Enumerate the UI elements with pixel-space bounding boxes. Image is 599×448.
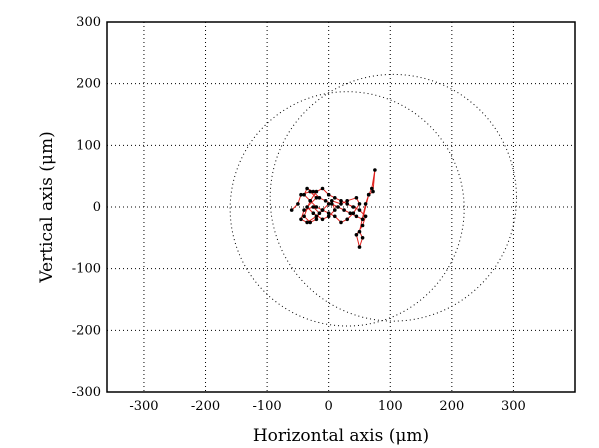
trajectory-point [373, 168, 377, 172]
trajectory-point [299, 217, 303, 222]
trajectory-point [314, 214, 319, 219]
y-tick-label: 200 [76, 77, 101, 92]
trajectory-point [305, 220, 309, 225]
trajectory-point [363, 202, 368, 206]
trajectory-point [311, 211, 316, 215]
trajectory-point [314, 205, 319, 209]
trajectory-point [311, 205, 316, 209]
trajectory-point [308, 189, 313, 194]
x-tick-label: 200 [439, 399, 464, 414]
trajectory-point [320, 186, 325, 191]
trajectory-point [305, 186, 309, 191]
trajectory-point [357, 245, 362, 249]
trajectory-point [345, 217, 350, 222]
trajectory-point [299, 192, 303, 197]
trajectory-point [317, 211, 322, 215]
trajectory-point [351, 205, 356, 209]
y-tick-label: 100 [76, 138, 101, 153]
trajectory-point [314, 196, 319, 200]
trajectory-point [354, 233, 359, 237]
trajectory-point [317, 196, 322, 200]
circles [229, 73, 517, 327]
trajectory-point [333, 196, 337, 200]
trajectory-point [308, 199, 313, 203]
y-tick-labels: -300 -200 -100 0 100 200 300 [72, 15, 101, 400]
trajectory-point [311, 189, 316, 194]
trajectory-point [363, 214, 368, 219]
y-tick-label: 300 [76, 15, 101, 30]
trajectory-point [302, 208, 306, 212]
trajectory-point [371, 189, 375, 194]
trajectory-point [326, 211, 331, 215]
trajectory-point [305, 205, 309, 209]
y-tick-label: -100 [72, 262, 101, 277]
trajectory-point [354, 214, 359, 219]
grid [107, 22, 575, 392]
trajectory-point [370, 186, 374, 191]
boundary-circle [229, 91, 465, 327]
trajectory-point [360, 236, 365, 240]
trajectory-point [366, 192, 371, 197]
trajectory-point [326, 192, 331, 197]
trajectory-point [333, 208, 337, 212]
x-axis-label: Horizontal axis (μm) [253, 426, 429, 446]
y-axis-label: Vertical axis (μm) [37, 131, 57, 283]
trajectory-point [360, 223, 365, 228]
x-tick-label: 300 [501, 399, 526, 414]
plot-frame [106, 21, 576, 393]
trajectory-point [302, 192, 306, 197]
trajectory-point [336, 205, 340, 209]
trajectory-point [360, 217, 365, 222]
trajectory-point [345, 199, 350, 203]
trajectory-point [351, 211, 356, 215]
trajectory-point [357, 208, 362, 212]
y-tick-label: -200 [72, 323, 101, 338]
trajectory-point [323, 199, 328, 203]
trajectory-point [348, 211, 353, 215]
x-tick-label: -100 [252, 399, 281, 414]
y-tick-label: -300 [72, 385, 101, 400]
trajectory-point [339, 199, 343, 203]
trajectory-point [345, 202, 350, 206]
y-tick-label: 0 [93, 200, 101, 215]
trajectory-point [308, 220, 313, 225]
x-tick-label: -200 [191, 399, 220, 414]
trajectory-point [326, 202, 331, 206]
trajectory-point [330, 199, 334, 203]
trajectory-point [326, 214, 331, 219]
x-tick-label: -300 [129, 399, 158, 414]
trajectory-point [357, 229, 362, 234]
trajectory-point [320, 208, 325, 212]
trajectory-point [330, 202, 334, 206]
trajectory-point [339, 220, 343, 225]
trajectory-point [320, 217, 325, 222]
x-tick-label: 100 [378, 399, 403, 414]
trajectory-point [354, 196, 359, 200]
trajectory-point [357, 202, 362, 206]
trajectory-point [342, 208, 346, 212]
trajectory-point [289, 208, 294, 212]
trajectory-point [333, 214, 337, 219]
trajectory-point [302, 214, 306, 219]
trajectory-points [289, 168, 377, 249]
x-tick-labels: -300 -200 -100 0 100 200 300 [129, 399, 525, 414]
trajectory-point [296, 202, 300, 206]
trajectory-point [339, 202, 343, 206]
x-tick-label: 0 [325, 399, 333, 414]
boundary-circle [269, 73, 517, 322]
trajectory-point [314, 217, 319, 222]
trajectory-point [314, 189, 319, 194]
